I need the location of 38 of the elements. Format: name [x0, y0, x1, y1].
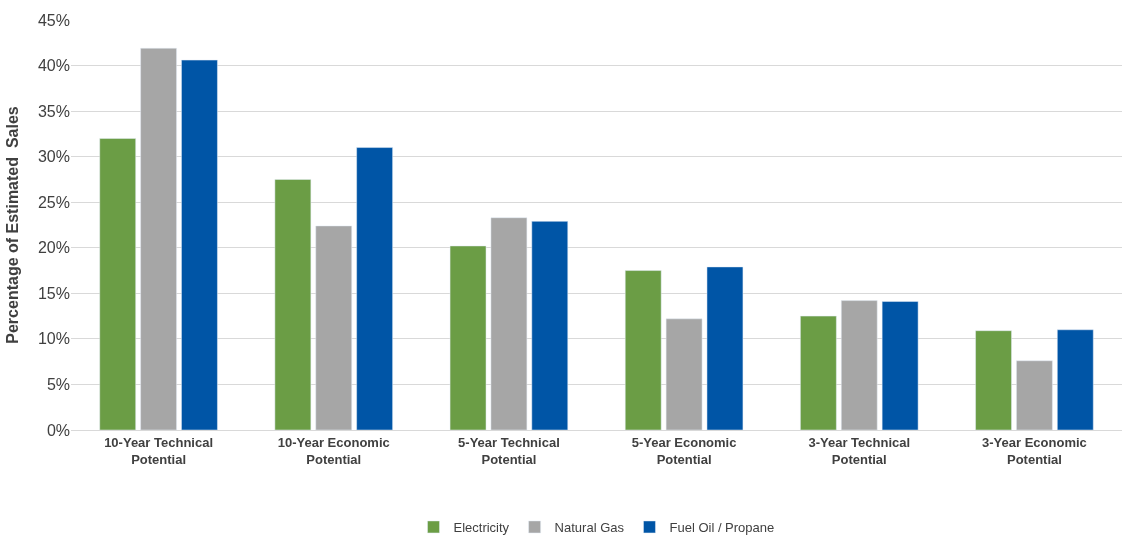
bar	[881, 301, 919, 430]
bar	[800, 315, 837, 430]
bar	[490, 217, 528, 430]
bar	[1016, 360, 1053, 430]
y-tick-label: 0%	[46, 421, 70, 439]
bar	[449, 245, 487, 430]
x-tick-label: 3-Year Technical Potential	[808, 434, 911, 467]
bar	[99, 138, 136, 430]
x-tick-label: 5-Year Technical Potential	[458, 434, 560, 467]
bar	[274, 179, 312, 430]
y-tick-label: 15%	[37, 284, 70, 302]
y-axis-title: Percentage of Estimated Sales	[3, 106, 21, 344]
y-tick-label: 35%	[37, 102, 70, 120]
y-tick-label: 30%	[37, 148, 70, 166]
legend-label: Fuel Oil / Propane	[669, 520, 775, 536]
bar	[706, 266, 744, 430]
legend-label: Electricity	[453, 520, 510, 536]
y-tick-label: 5%	[46, 376, 70, 394]
x-tick-label: 10-Year Economic Potential	[277, 434, 390, 467]
bar	[665, 318, 703, 430]
bar	[315, 225, 352, 430]
y-tick-label: 25%	[37, 193, 70, 211]
bar	[181, 59, 218, 430]
bar	[841, 300, 878, 430]
x-tick-label: 3-Year Economic Potential	[982, 434, 1087, 467]
bar	[624, 270, 662, 430]
bar	[975, 330, 1012, 430]
bar	[531, 221, 569, 430]
x-tick-label: 5-Year Economic Potential	[631, 434, 737, 467]
x-tick-label: 10-Year Technical Potential	[104, 434, 214, 467]
bar	[140, 47, 177, 430]
y-tick-label: 40%	[37, 57, 70, 75]
bar	[1057, 329, 1094, 430]
y-tick-label: 45%	[37, 11, 70, 29]
legend-label: Natural Gas	[554, 520, 625, 536]
y-tick-label: 20%	[37, 239, 70, 257]
bar	[356, 147, 393, 430]
y-tick-label: 10%	[37, 330, 70, 348]
